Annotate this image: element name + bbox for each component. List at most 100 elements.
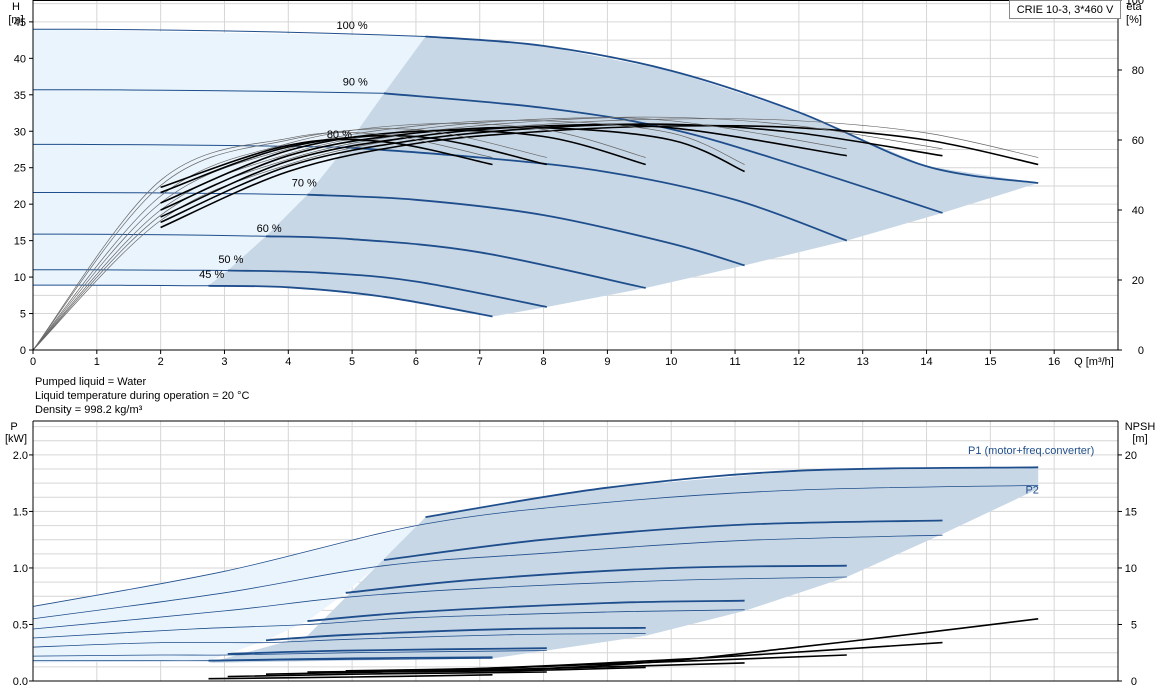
x-tick-label: 16 [1048, 356, 1060, 368]
head-curve-thin-50 [33, 269, 228, 271]
head-curve-thin-60 [33, 233, 267, 237]
y-axis-label-top: H [12, 1, 20, 13]
p1-curve-60 [265, 627, 646, 642]
info-liquid-temperature: Liquid temperature during operation = 20… [35, 390, 250, 402]
power-light-region [33, 523, 426, 663]
y-tick-label: 0 [20, 345, 26, 357]
y2-tick-label: 0 [1131, 676, 1137, 688]
y-tick-label: 30 [14, 126, 26, 138]
speed-label: 45 % [199, 269, 224, 281]
y2-tick-label: 10 [1125, 563, 1137, 575]
head-curve-50 [227, 269, 547, 308]
p1-curve-90 [383, 519, 943, 561]
p2-curve-70 [32, 609, 745, 639]
range-dark-region [208, 36, 1039, 317]
p2-curve-80 [32, 576, 847, 630]
x-tick-label: 10 [665, 356, 677, 368]
npsh-curve-45 [208, 674, 493, 680]
head-curve-thin-90 [33, 89, 385, 94]
y2-axis-label-top: eta [1126, 1, 1142, 13]
power-dark-region [208, 467, 1039, 663]
x-axis-label: Q [m³/h] [1074, 356, 1114, 368]
x-tick-label: 9 [604, 356, 610, 368]
y-axis-label-top: P [10, 421, 17, 433]
head-efficiency-panel: 100 %90 %80 %70 %60 %50 %45 %0 1 2 3 4 5 6 7 8 9 1… [8, 0, 1144, 368]
npsh-curve-70 [307, 662, 745, 673]
speed-label: 70 % [292, 178, 317, 190]
y2-axis-label-unit: [%] [1126, 14, 1142, 26]
efficiency-curve-60 [160, 129, 646, 204]
head-curve-thin-100 [32, 28, 426, 37]
y-tick-label: 25 [14, 163, 26, 175]
y-tick-label: 40 [14, 53, 26, 65]
series-label: P1 (motor+freq.converter) [968, 445, 1094, 457]
y-tick-label: 45 [14, 17, 26, 29]
x-tick-label: 2 [158, 356, 164, 368]
y-tick-label: 1.0 [13, 563, 28, 575]
y-axis-label-unit: [kW] [5, 433, 27, 445]
y2-tick-label: 15 [1125, 506, 1137, 518]
efficiency-curve-100 [160, 124, 1039, 229]
x-tick-label: 6 [413, 356, 419, 368]
y-tick-label: 0.5 [13, 619, 28, 631]
p1-curve-50 [227, 647, 547, 655]
model-label: CRIE 10-3, 3*460 V [1009, 0, 1121, 19]
efficiency-curve-70 [160, 126, 745, 211]
x-tick-label: 14 [920, 356, 932, 368]
y2-tick-label: 20 [1125, 450, 1137, 462]
series-label: P2 [1025, 484, 1038, 496]
head-curve-45 [208, 284, 493, 318]
efficiency-curve-thin-90 [32, 116, 943, 351]
npsh-curve-50 [227, 671, 547, 678]
head-curve-thin-70 [33, 192, 308, 196]
y2-tick-label: 40 [1132, 205, 1144, 217]
x-tick-label: 0 [30, 356, 36, 368]
efficiency-curve-thin-70 [32, 120, 745, 351]
p1-curve-100 [425, 466, 1039, 518]
y-tick-label: 15 [14, 236, 26, 248]
head-curve-100 [425, 35, 1039, 184]
y-tick-label: 20 [14, 199, 26, 211]
y2-tick-label: 20 [1132, 275, 1144, 287]
y-tick-label: 0.0 [13, 676, 28, 688]
y-tick-label: 1.5 [13, 506, 28, 518]
efficiency-curve-thin-60 [32, 122, 646, 351]
head-curve-70 [307, 193, 745, 267]
npsh-curve-60 [265, 666, 646, 675]
p2-curve-50 [32, 650, 547, 657]
x-tick-label: 7 [477, 356, 483, 368]
head-curve-thin-45 [33, 284, 209, 287]
speed-label: 80 % [327, 129, 352, 141]
y-tick-label: 10 [14, 272, 26, 284]
y-axis-label-unit: [m] [8, 14, 23, 26]
x-tick-label: 15 [984, 356, 996, 368]
p2-curve-100 [32, 485, 1039, 607]
efficiency-curve-thin-45 [32, 132, 493, 351]
y2-axis-label-unit: [m] [1132, 433, 1147, 445]
head-curve-90 [383, 92, 943, 214]
p1-curve-80 [345, 564, 847, 594]
x-tick-label: 3 [221, 356, 227, 368]
y-tick-label: 5 [20, 309, 26, 321]
y-tick-label: 35 [14, 90, 26, 102]
y2-tick-label: 5 [1131, 619, 1137, 631]
speed-label: 100 % [337, 20, 368, 32]
x-tick-label: 5 [349, 356, 355, 368]
x-tick-label: 8 [541, 356, 547, 368]
p2-curve-90 [32, 534, 943, 620]
y2-tick-label: 60 [1132, 135, 1144, 147]
head-curve-80 [345, 146, 848, 242]
npsh-curve-80 [345, 654, 847, 672]
range-light-region [33, 29, 426, 286]
info-density: Density = 998.2 kg/m³ [35, 404, 143, 416]
p1-curve-45 [208, 656, 493, 662]
y2-tick-label: 80 [1132, 65, 1144, 77]
x-tick-label: 1 [94, 356, 100, 368]
y-tick-label: 2.0 [13, 450, 28, 462]
speed-label: 60 % [257, 223, 282, 235]
x-tick-label: 11 [729, 356, 740, 368]
speed-label: 90 % [343, 76, 368, 88]
efficiency-curve-50 [160, 134, 547, 194]
efficiency-curve-thin-50 [32, 128, 547, 351]
